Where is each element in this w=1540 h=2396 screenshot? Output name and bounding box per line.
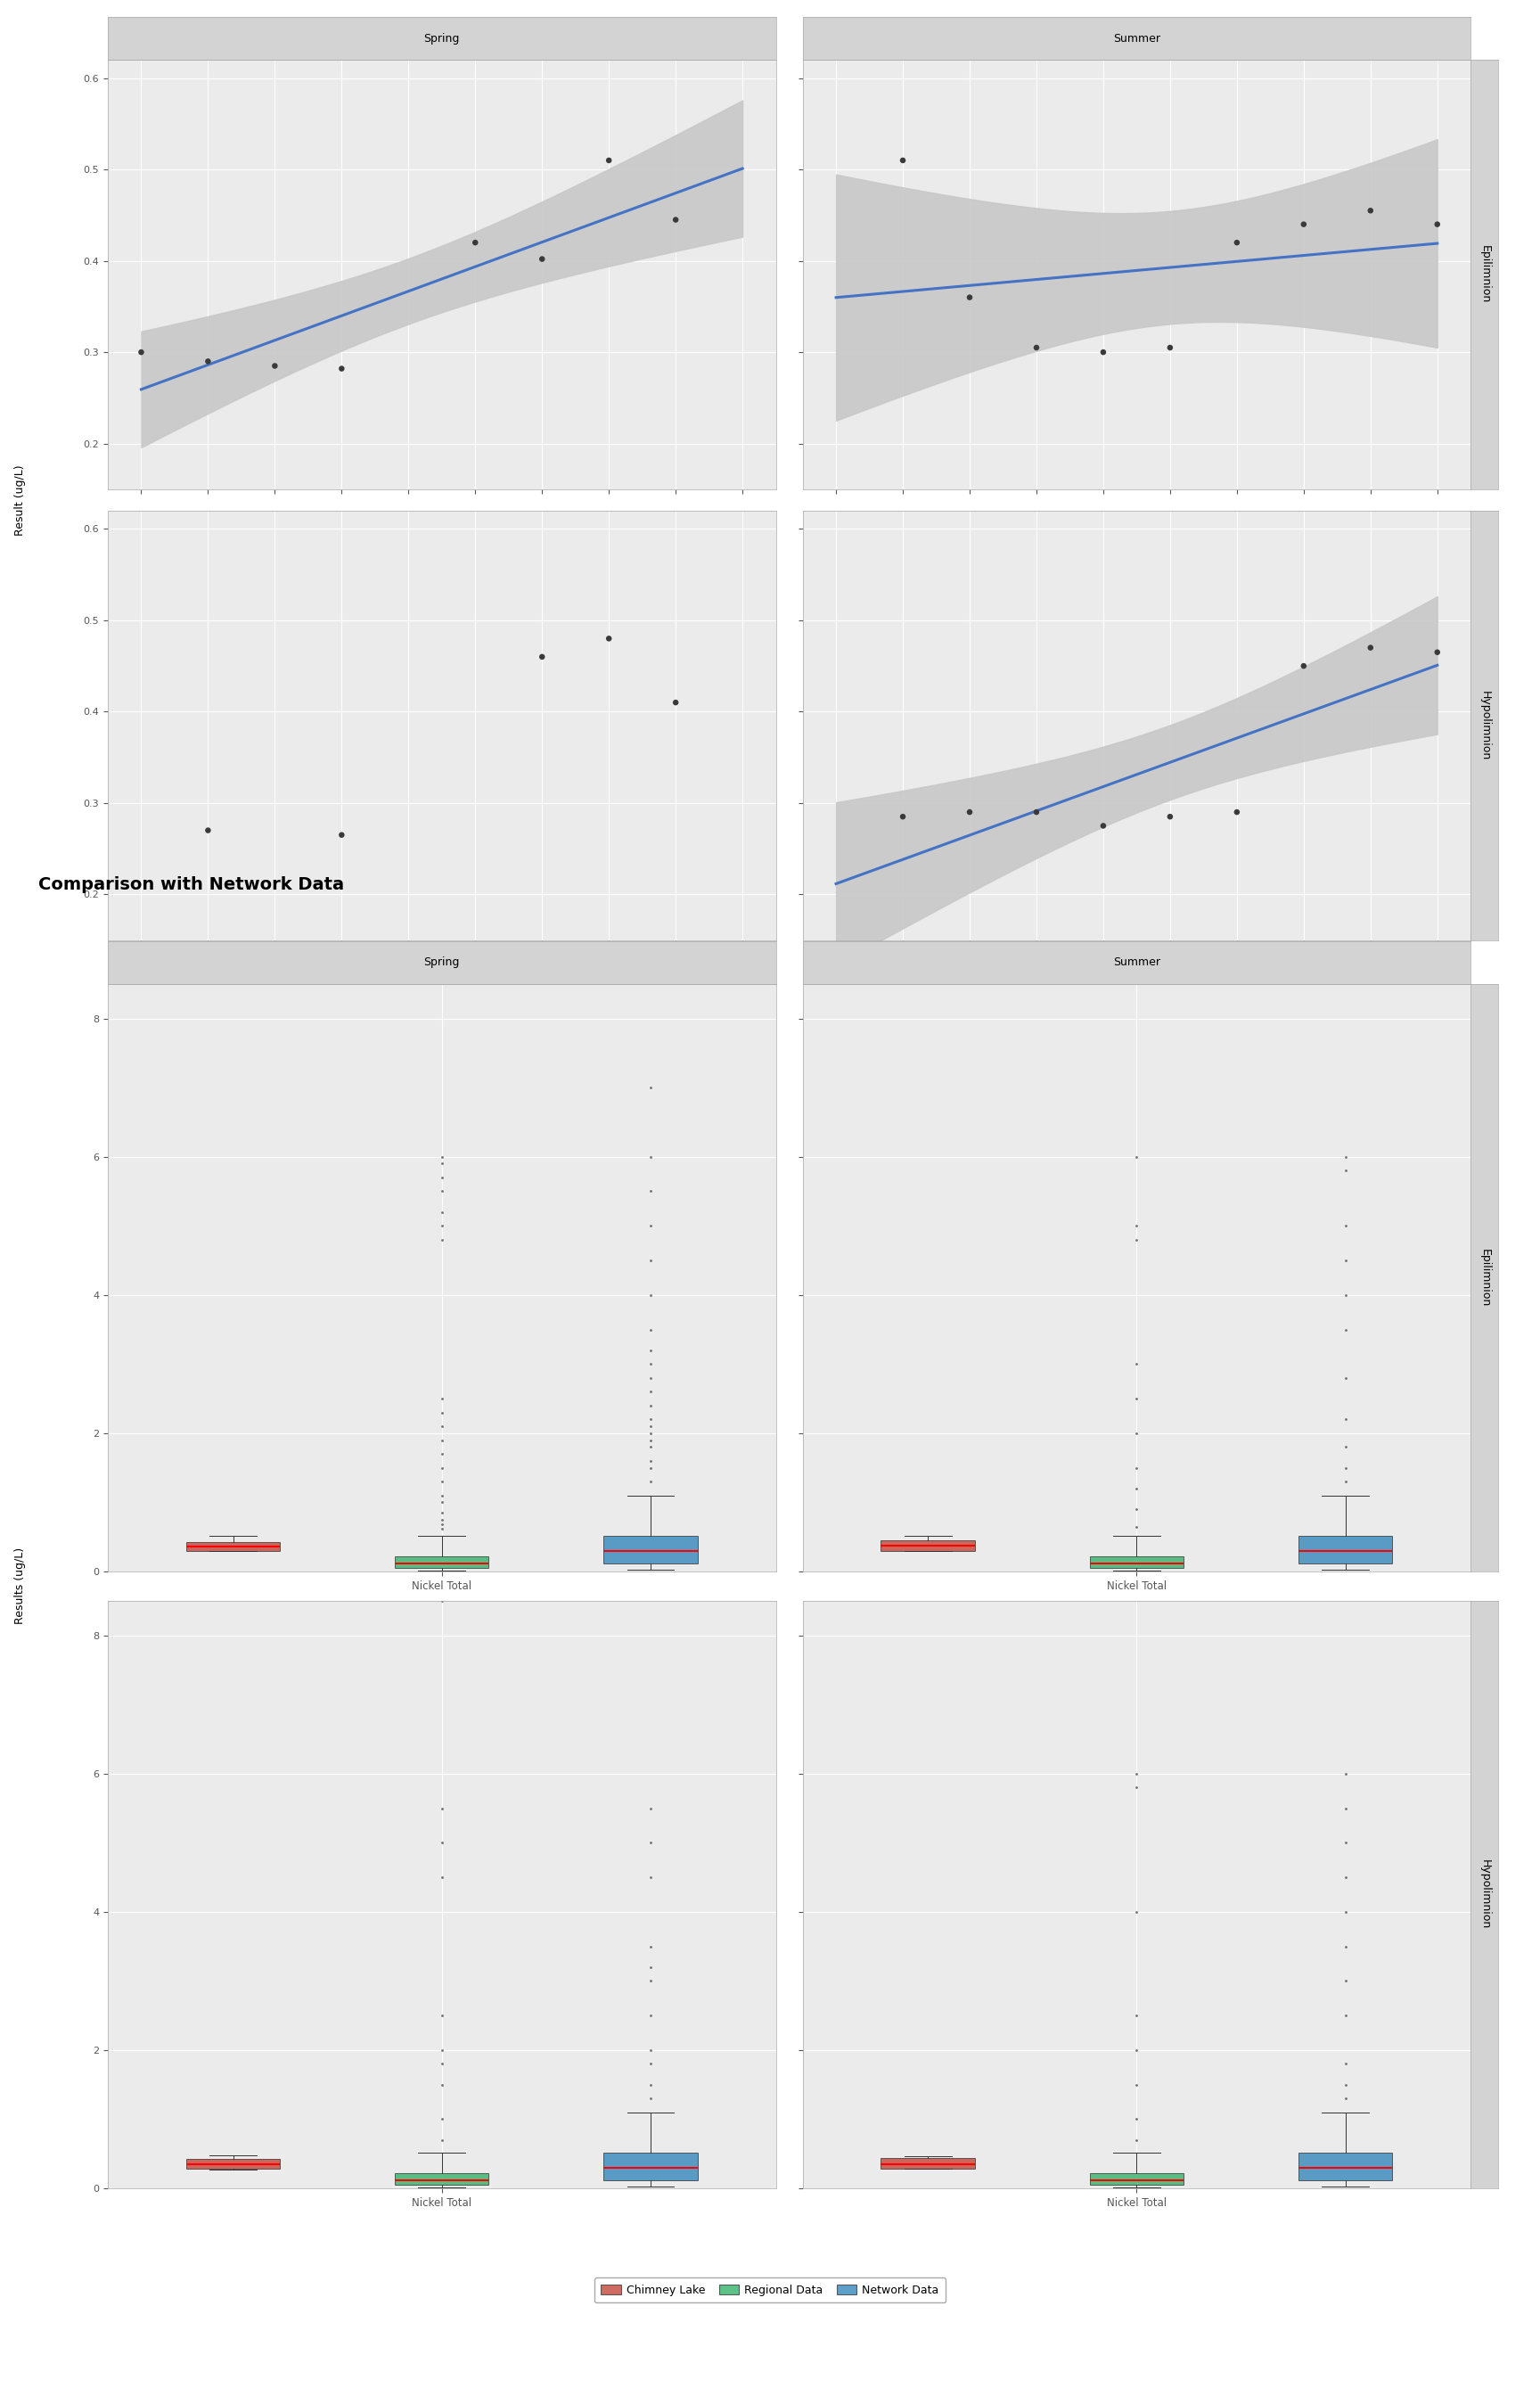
Point	[1292, 206, 1317, 244]
Point	[596, 621, 621, 659]
Legend: Chimney Lake, Regional Data, Network Data: Chimney Lake, Regional Data, Network Dat…	[594, 2279, 946, 2303]
Point	[1292, 647, 1317, 685]
Point	[1090, 333, 1115, 371]
Point	[664, 683, 688, 721]
Point	[1224, 223, 1249, 261]
PathPatch shape	[1090, 2173, 1184, 2185]
Text: Hypolimnion: Hypolimnion	[1478, 690, 1491, 760]
Text: Epilimnion: Epilimnion	[1478, 244, 1491, 304]
Point	[1424, 206, 1449, 244]
PathPatch shape	[881, 2159, 975, 2168]
Text: Spring: Spring	[424, 956, 460, 968]
Text: Spring: Spring	[424, 34, 460, 43]
Text: Hypolimnion: Hypolimnion	[1478, 1859, 1491, 1929]
Point	[596, 141, 621, 180]
Point	[958, 278, 983, 316]
Point	[330, 350, 354, 388]
Text: Results (ug/L): Results (ug/L)	[14, 1548, 26, 1624]
PathPatch shape	[394, 2173, 488, 2185]
Point	[196, 343, 220, 381]
Point	[890, 141, 915, 180]
Point	[1158, 798, 1183, 836]
Point	[530, 240, 554, 278]
Point	[1158, 328, 1183, 367]
Point	[129, 333, 154, 371]
Point	[1024, 328, 1049, 367]
PathPatch shape	[186, 1543, 280, 1550]
PathPatch shape	[394, 1557, 488, 1567]
PathPatch shape	[1298, 1536, 1392, 1562]
Point	[890, 798, 915, 836]
Text: Comparison with Network Data: Comparison with Network Data	[38, 877, 345, 894]
Point	[664, 201, 688, 240]
Point	[1224, 793, 1249, 831]
Point	[1090, 807, 1115, 846]
PathPatch shape	[604, 2152, 698, 2180]
Point	[464, 223, 488, 261]
PathPatch shape	[1090, 1557, 1184, 1567]
Point	[530, 637, 554, 676]
Point	[1358, 628, 1383, 666]
Text: Result (ug/L): Result (ug/L)	[14, 465, 26, 534]
Point	[958, 793, 983, 831]
Point	[1358, 192, 1383, 230]
Point	[1424, 633, 1449, 671]
PathPatch shape	[1298, 2152, 1392, 2180]
Point	[1024, 793, 1049, 831]
Text: Summer: Summer	[1113, 956, 1160, 968]
Text: Summer: Summer	[1113, 34, 1160, 43]
Point	[262, 347, 286, 386]
PathPatch shape	[186, 2159, 280, 2168]
PathPatch shape	[881, 1541, 975, 1550]
Point	[196, 812, 220, 851]
Point	[330, 815, 354, 853]
PathPatch shape	[604, 1536, 698, 1562]
Text: Epilimnion: Epilimnion	[1478, 1248, 1491, 1306]
